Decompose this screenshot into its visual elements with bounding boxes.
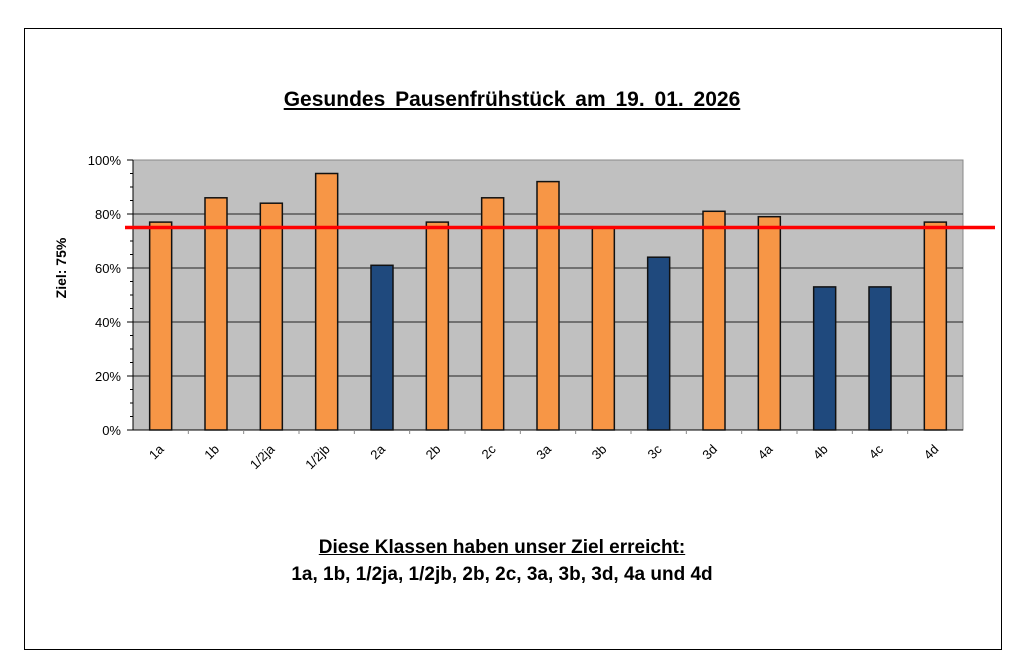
bar-2c [480,197,505,431]
y-tick-label: 100% [88,153,122,168]
bar-3d [702,210,726,431]
bar-1a [148,221,173,431]
bar-1-2jb [314,172,339,431]
x-tick-label: 4c [866,441,887,462]
bar-2b [425,221,450,431]
bar-4b [812,286,837,431]
x-tick-label: 2c [478,441,499,462]
x-tick-label: 4d [921,442,942,463]
x-tick-label: 3a [533,441,554,462]
x-tick-label: 2b [423,442,444,463]
bar-1b [204,197,228,431]
bar-4d [923,221,948,431]
x-tick-label: 2a [367,441,388,462]
chart-frame [24,28,1002,650]
x-tick-label: 4a [755,441,776,462]
bar-3b [591,226,616,431]
x-tick-label: 3b [589,442,610,463]
footer-classes: 1a, 1b, 1/2ja, 1/2jb, 2b, 2c, 3a, 3b, 3d… [291,564,713,585]
x-tick-label: 3d [699,442,720,463]
x-tick-label: 1/2ja [247,441,278,472]
y-tick-label: 0% [102,423,121,438]
footer-heading: Diese Klassen haben unser Ziel erreicht: [318,537,686,558]
y-tick-label: 80% [95,207,121,222]
bar-2a [370,264,394,431]
x-tick-label: 1a [146,441,167,462]
y-tick-label: 60% [95,261,121,276]
bar-1-2ja [259,202,284,431]
bar-4c [868,286,892,431]
x-tick-label: 4b [810,442,831,463]
x-tick-label: 1/2jb [302,442,333,473]
bar-3c [646,256,671,431]
x-tick-label: 1b [201,442,222,463]
x-tick-label: 3c [644,441,665,462]
y-axis-label: Ziel: 75% [53,237,69,298]
chart-title: Gesundes Pausenfrühstück am 19. 01. 2026 [283,88,741,111]
bar-3a [536,180,560,431]
bar-4a [757,215,782,431]
y-tick-label: 20% [95,369,121,384]
y-tick-label: 40% [95,315,121,330]
